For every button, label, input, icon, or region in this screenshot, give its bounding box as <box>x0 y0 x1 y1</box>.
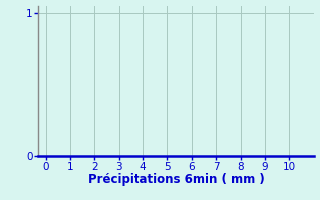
X-axis label: Précipitations 6min ( mm ): Précipitations 6min ( mm ) <box>88 173 264 186</box>
